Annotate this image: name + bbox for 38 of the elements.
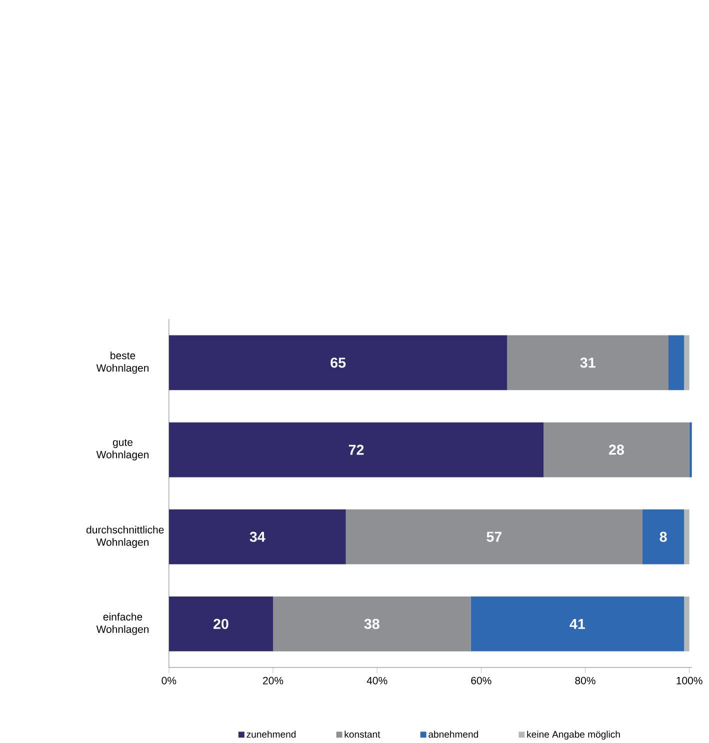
bar bbox=[642, 509, 684, 564]
data-label: 20 bbox=[213, 618, 228, 629]
data-label: 57 bbox=[486, 532, 502, 542]
data-label: 72 bbox=[348, 444, 364, 455]
bar bbox=[168, 335, 508, 390]
bar bbox=[684, 596, 690, 652]
bar bbox=[168, 596, 273, 652]
x-tick-label: 40% bbox=[366, 676, 388, 684]
data-label: 41 bbox=[570, 619, 585, 629]
data-label: 28 bbox=[608, 444, 624, 455]
data-label: 8 bbox=[660, 532, 667, 542]
bar bbox=[507, 335, 668, 390]
y-tick-label: beste Wohnlagen bbox=[96, 352, 148, 374]
bar bbox=[346, 509, 642, 564]
x-tick-label: 60% bbox=[471, 676, 492, 684]
legend-label: konstant bbox=[344, 730, 380, 738]
bar bbox=[272, 596, 471, 652]
x-tick-label: 80% bbox=[575, 676, 596, 684]
data-label: 65 bbox=[330, 358, 346, 368]
legend-label: abnehmend bbox=[428, 730, 478, 738]
data-label: 34 bbox=[250, 532, 266, 542]
bar bbox=[168, 509, 346, 564]
legend-label: zunehmend bbox=[246, 730, 296, 738]
x-tick-label: 100% bbox=[676, 676, 702, 684]
legend-label: keine Angabe möglich bbox=[527, 730, 620, 740]
bar bbox=[168, 422, 544, 478]
data-label: 38 bbox=[364, 618, 380, 630]
bar bbox=[684, 509, 690, 564]
bar bbox=[684, 335, 690, 390]
data-label: 31 bbox=[580, 358, 596, 368]
bar bbox=[544, 422, 690, 478]
bar bbox=[470, 596, 684, 652]
y-tick-label: durchschnittliche Wohnlagen bbox=[86, 526, 164, 548]
y-tick-label: einfache Wohnlagen bbox=[96, 612, 148, 636]
y-tick-label: gute Wohnlagen bbox=[96, 439, 148, 460]
x-tick-label: 0% bbox=[162, 676, 176, 684]
bar bbox=[668, 335, 684, 390]
x-tick-label: 20% bbox=[262, 676, 284, 684]
